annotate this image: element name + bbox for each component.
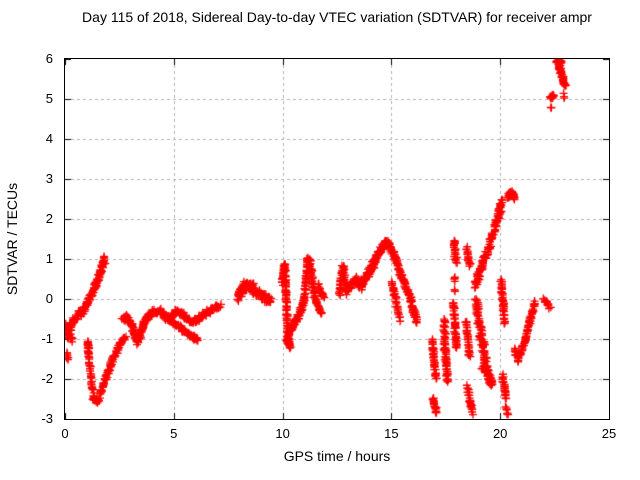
x-tick-label: 5 (170, 426, 178, 441)
y-tick-label: 3 (45, 171, 53, 186)
y-tick-label: 1 (45, 251, 53, 266)
chart-title: Day 115 of 2018, Sidereal Day-to-day VTE… (82, 9, 592, 25)
y-tick-label: 2 (45, 211, 53, 226)
scatter-canvas (65, 59, 609, 419)
x-tick-label: 15 (384, 426, 399, 441)
x-tick-label: 20 (492, 426, 508, 441)
y-tick-label: -3 (41, 411, 53, 426)
y-axis-label: SDTVAR / TECUs (4, 182, 20, 296)
x-tick-label: 0 (61, 426, 69, 441)
x-tick-label: 10 (275, 426, 290, 441)
y-tick-label: -2 (41, 371, 53, 386)
y-tick-label: 0 (45, 291, 53, 306)
x-tick-label: 25 (601, 426, 617, 441)
y-tick-label: 6 (45, 51, 53, 66)
plot-area (64, 58, 610, 420)
y-tick-label: -1 (41, 331, 53, 346)
y-tick-label: 4 (45, 131, 53, 146)
x-axis-label: GPS time / hours (283, 448, 391, 464)
y-tick-label: 5 (45, 91, 53, 106)
